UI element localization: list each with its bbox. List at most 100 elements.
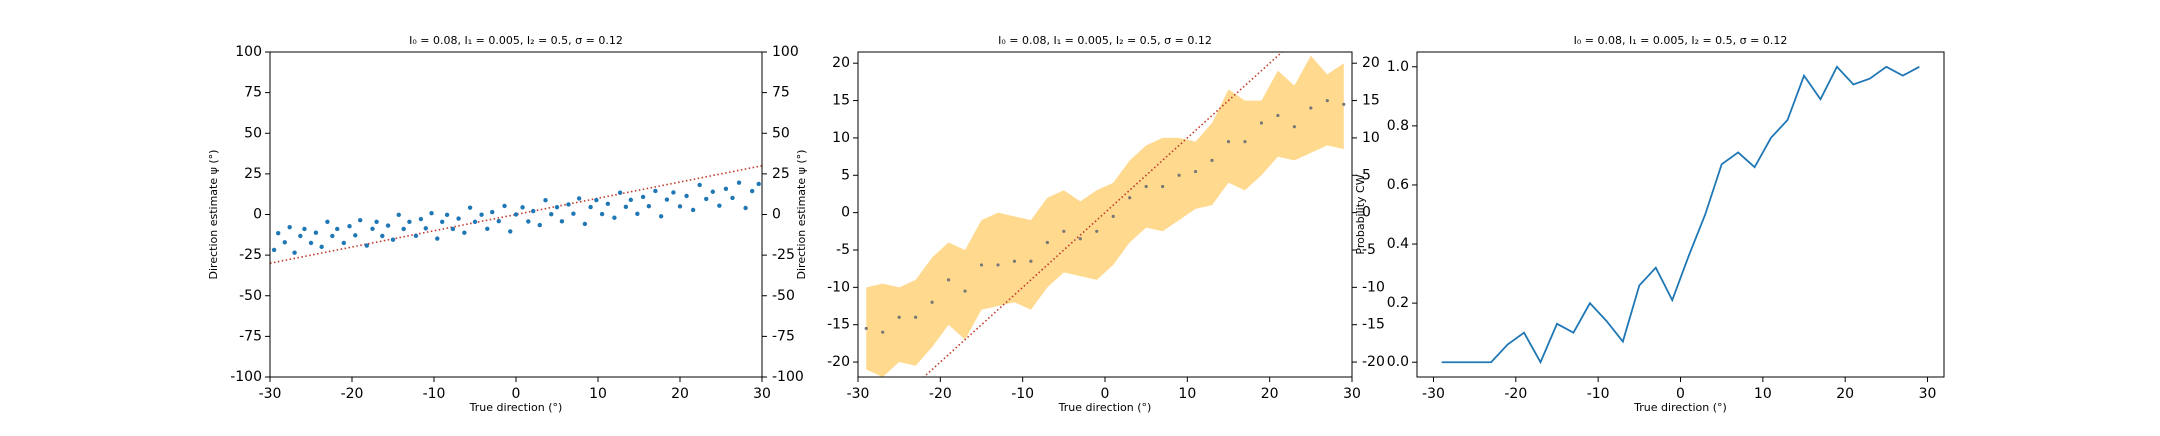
y2-tick-label: -25 (772, 247, 795, 263)
point (697, 182, 702, 188)
y2-tick-label: -10 (1362, 279, 1385, 295)
axes-frame (857, 51, 1353, 378)
x-tick-label: 0 (512, 386, 521, 402)
y-tick-label: 0.0 (1387, 354, 1409, 370)
point (423, 226, 428, 231)
y-tick-label: 15 (832, 93, 850, 109)
mean-point (1144, 184, 1148, 189)
point (559, 219, 565, 224)
point (467, 205, 473, 210)
point (599, 211, 605, 217)
point (566, 202, 571, 207)
y2-tick-label: 75 (772, 85, 790, 101)
y2-tick-label: -20 (1362, 354, 1385, 370)
x-tick-label: 10 (1754, 386, 1772, 402)
point (653, 188, 658, 194)
x-tick-label: 20 (1261, 386, 1279, 402)
point (605, 201, 611, 206)
point (677, 204, 683, 209)
point (370, 226, 375, 231)
y2-tick-label: 0 (1362, 205, 1371, 221)
point (531, 208, 536, 214)
x-tick-label: -30 (259, 386, 282, 402)
point (380, 233, 385, 239)
point (444, 212, 450, 218)
mean-point (963, 289, 967, 293)
mean-point (914, 315, 918, 319)
mean-point (979, 263, 984, 267)
mean-point (1177, 173, 1181, 177)
y-axis-label: Direction estimate ψ (°) (795, 150, 808, 280)
point (276, 230, 281, 236)
x-axis-label: True direction (°) (1058, 401, 1152, 414)
point (554, 204, 560, 210)
y2-tick-label: 0 (772, 207, 781, 223)
mean-point (1045, 240, 1049, 245)
point (671, 190, 676, 195)
y-tick-label: 0.4 (1387, 236, 1409, 252)
x-tick-label: 0 (1676, 386, 1685, 402)
y-tick-label: 20 (832, 55, 850, 71)
mean-point (1259, 121, 1264, 125)
x-tick-label: 20 (671, 386, 689, 402)
y-tick-label: -50 (239, 288, 262, 304)
y-tick-label: 0.2 (1387, 295, 1409, 311)
point (582, 221, 588, 227)
x-tick-label: 10 (1178, 386, 1196, 402)
chart-title: I₀ = 0.08, I₁ = 0.005, I₂ = 0.5, σ = 0.1… (409, 34, 623, 47)
y-tick-label: 50 (244, 125, 262, 141)
plot-area (1441, 65, 1920, 365)
y-tick-label: -20 (827, 354, 850, 370)
x-tick-label: 30 (1919, 386, 1937, 402)
y-tick-label: -15 (827, 317, 850, 333)
point (330, 233, 335, 239)
point (456, 216, 461, 221)
point (364, 243, 369, 248)
y2-tick-label: -5 (1362, 242, 1376, 258)
mean-point (1029, 259, 1033, 263)
point (347, 224, 352, 229)
mean-point (864, 326, 868, 331)
point (353, 233, 358, 238)
x-tick-label: 30 (753, 386, 771, 402)
y2-tick-label: 20 (1362, 55, 1380, 71)
point (282, 240, 287, 245)
mean-point (1226, 140, 1231, 144)
mean-point (1276, 113, 1280, 118)
x-tick-label: -30 (847, 386, 870, 402)
mean-point (1325, 98, 1329, 103)
point (374, 219, 379, 225)
point (756, 181, 761, 187)
point (287, 224, 292, 230)
point (313, 230, 319, 235)
y-tick-label: 10 (832, 130, 850, 146)
point (723, 186, 729, 192)
y-axis-label: Direction estimate ψ (°) (207, 150, 220, 280)
point (450, 226, 456, 232)
point (341, 240, 346, 246)
y-tick-label: -5 (836, 242, 850, 258)
y-tick-label: 0.8 (1387, 118, 1409, 134)
point (571, 211, 576, 216)
mean-point (1095, 229, 1099, 233)
chart-title: I₀ = 0.08, I₁ = 0.005, I₂ = 0.5, σ = 0.1… (1574, 34, 1788, 47)
point (298, 233, 303, 239)
point (658, 214, 664, 219)
x-tick-label: 20 (1836, 386, 1854, 402)
mean-point (1309, 106, 1313, 110)
y-tick-label: 0 (253, 207, 262, 223)
point (684, 193, 689, 199)
y-tick-label: 1.0 (1387, 59, 1409, 75)
point (502, 203, 507, 209)
point (537, 222, 542, 228)
axes-frame (1416, 51, 1945, 378)
y-tick-label: -100 (230, 369, 262, 385)
y-tick-label: 25 (244, 166, 262, 182)
y-tick-label: -25 (239, 247, 262, 263)
y-tick-label: -75 (239, 328, 262, 344)
x-tick-label: -10 (423, 386, 446, 402)
point (440, 219, 445, 225)
mean-point (1012, 259, 1017, 263)
chart-title: I₀ = 0.08, I₁ = 0.005, I₂ = 0.5, σ = 0.1… (998, 34, 1212, 47)
y-tick-label: 0 (841, 205, 850, 221)
